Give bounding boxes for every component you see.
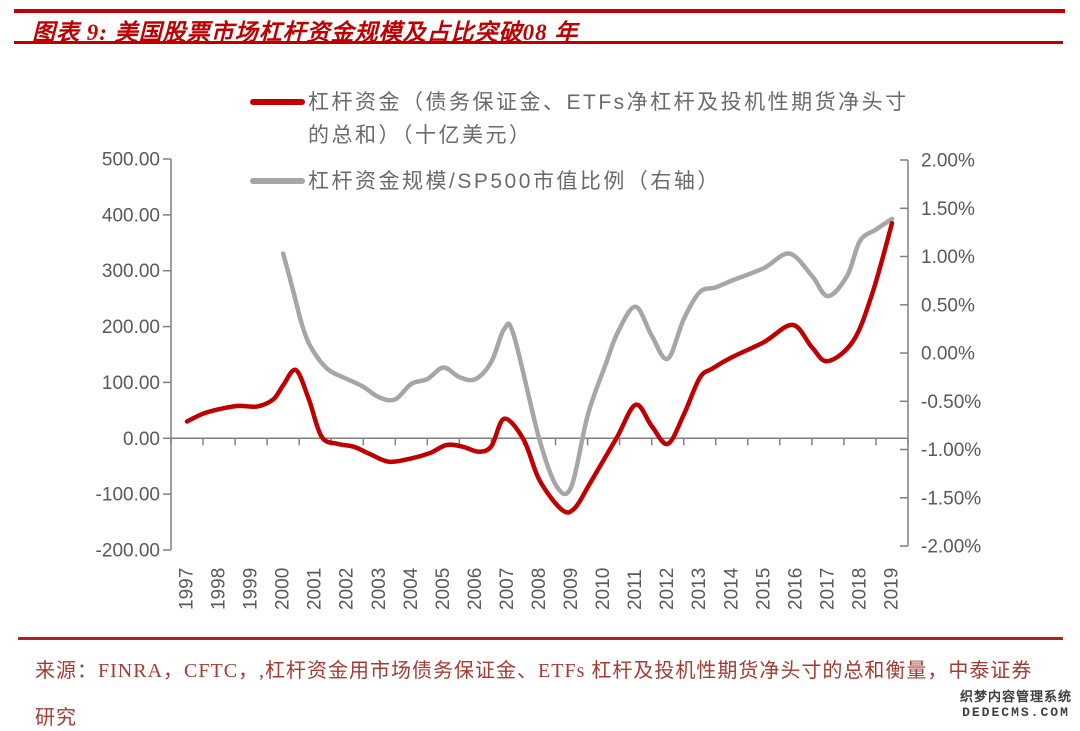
svg-text:1.50%: 1.50% (921, 199, 975, 220)
svg-text:400.00: 400.00 (102, 205, 160, 226)
svg-text:2002: 2002 (337, 568, 358, 610)
source-divider-rule (18, 637, 1063, 640)
figure-title: 图表 9: 美国股票市场杠杆资金规模及占比突破08 年 (32, 20, 579, 45)
svg-text:2000: 2000 (273, 568, 294, 610)
svg-text:0.00%: 0.00% (921, 344, 975, 365)
svg-text:2016: 2016 (785, 568, 806, 610)
svg-text:2009: 2009 (561, 568, 582, 610)
svg-text:0.00: 0.00 (123, 429, 160, 450)
svg-text:1998: 1998 (209, 568, 230, 610)
svg-text:2015: 2015 (753, 568, 774, 610)
legend-swatch-red-line (250, 99, 305, 105)
svg-text:2007: 2007 (497, 568, 518, 610)
legend-item-leverage-funds: 杠杆资金（债务保证金、ETFs净杠杆及投机性期货净头寸 的总和）（十亿美元） (250, 86, 909, 152)
svg-text:2.00%: 2.00% (921, 151, 975, 172)
svg-text:2014: 2014 (721, 567, 742, 610)
svg-text:2001: 2001 (305, 568, 326, 610)
watermark: 织梦内容管理系统 DEDECMS.COM (960, 689, 1072, 720)
svg-text:-0.50%: -0.50% (921, 392, 981, 413)
svg-text:2008: 2008 (529, 568, 550, 610)
svg-text:500.00: 500.00 (102, 150, 160, 171)
svg-text:-100.00: -100.00 (96, 485, 160, 506)
svg-text:100.00: 100.00 (102, 373, 160, 394)
svg-text:1999: 1999 (241, 568, 262, 610)
title-bottom-rule (14, 41, 1063, 44)
svg-text:2005: 2005 (433, 568, 454, 610)
svg-text:1997: 1997 (177, 568, 198, 610)
watermark-cn-text: 织梦内容管理系统 (959, 689, 1072, 704)
legend-swatch-gray-line (250, 178, 305, 184)
svg-text:-2.00%: -2.00% (921, 537, 981, 558)
svg-text:2018: 2018 (849, 568, 870, 610)
chart-plot: 500.00 400.00 300.00 200.00 100.00 0.00 -100.0… (96, 150, 982, 611)
title-top-rule (14, 9, 1065, 13)
legend-item-ratio-sp500: 杠杆资金规模/SP500市值比例（右轴） (250, 165, 909, 198)
legend-label: 杠杆资金（债务保证金、ETFs净杠杆及投机性期货净头寸 的总和）（十亿美元） (308, 86, 909, 152)
svg-text:-200.00: -200.00 (96, 541, 160, 562)
svg-text:2003: 2003 (369, 568, 390, 610)
legend-label-line2: 的总和）（十亿美元） (308, 124, 533, 147)
source-note: 来源：FINRA，CFTC，,杠杆资金用市场债务保证金、ETFs 杠杆及投机性期… (35, 648, 1050, 731)
svg-text:2013: 2013 (689, 568, 710, 610)
svg-text:2017: 2017 (817, 568, 838, 610)
svg-text:1.00%: 1.00% (921, 247, 975, 268)
svg-text:200.00: 200.00 (102, 317, 160, 338)
chart-legend: 杠杆资金（债务保证金、ETFs净杠杆及投机性期货净头寸 的总和）（十亿美元） 杠… (250, 86, 909, 198)
svg-text:0.50%: 0.50% (921, 295, 975, 316)
legend-label-line1: 杠杆资金（债务保证金、ETFs净杠杆及投机性期货净头寸 (308, 91, 909, 114)
svg-text:-1.50%: -1.50% (921, 488, 981, 509)
source-note-line1: 来源：FINRA，CFTC，,杠杆资金用市场债务保证金、ETFs 杠杆及投机性期… (35, 660, 1033, 729)
svg-text:2019: 2019 (882, 568, 903, 610)
watermark-domain-text: DEDECMS.COM (962, 705, 1070, 720)
svg-text:2010: 2010 (593, 568, 614, 610)
svg-text:2006: 2006 (465, 568, 486, 610)
svg-text:2012: 2012 (657, 568, 678, 610)
svg-text:2004: 2004 (401, 567, 422, 610)
svg-text:-1.00%: -1.00% (921, 440, 981, 461)
svg-text:2011: 2011 (625, 569, 646, 610)
chart-svg: 500.00 400.00 300.00 200.00 100.00 0.00 -100.0… (96, 150, 982, 611)
legend-label: 杠杆资金规模/SP500市值比例（右轴） (308, 170, 721, 193)
svg-text:300.00: 300.00 (102, 261, 160, 282)
